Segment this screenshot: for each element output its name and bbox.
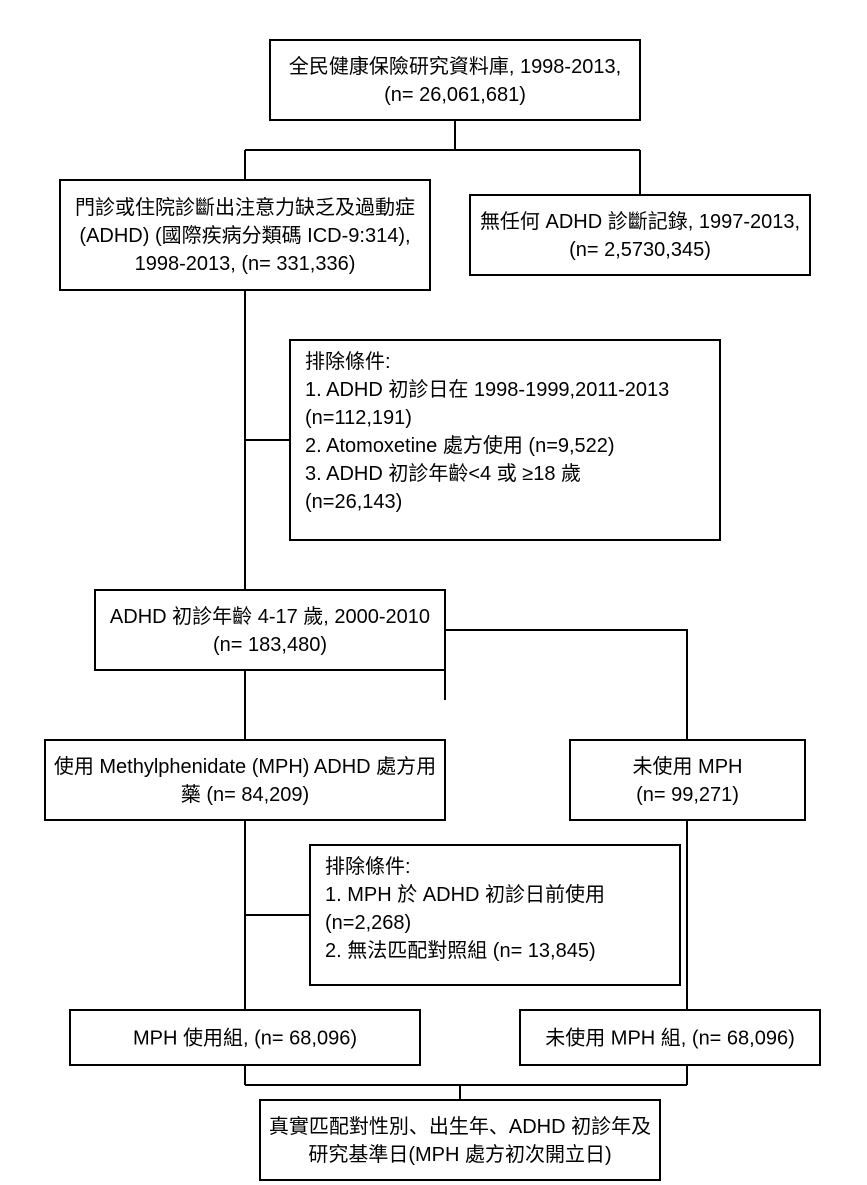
node-text: 真實匹配對性別、出生年、ADHD 初診年及: [269, 1115, 651, 1138]
node-text: MPH 使用組, (n= 68,096): [133, 1027, 357, 1050]
node-excl2: 排除條件: 1. MPH 於 ADHD 初診日前使用 (n=2,268) 2. 無法…: [310, 845, 680, 985]
node-adhd_dx: 門診或住院診斷出注意力缺乏及過動症 (ADHD) (國際疾病分類碼 ICD-9:3…: [60, 180, 430, 290]
node-text: (n= 99,271): [636, 784, 739, 806]
node-text: 未使用 MPH 組, (n= 68,096): [545, 1027, 795, 1050]
node-text: 無任何 ADHD 診斷記錄, 1997-2013,: [480, 210, 800, 233]
node-text: 排除條件:: [305, 350, 391, 373]
node-text: (ADHD) (國際疾病分類碼 ICD-9:314),: [79, 224, 410, 247]
node-text: (n= 26,061,681): [384, 84, 526, 106]
node-text: 未使用 MPH: [633, 755, 743, 778]
node-no_mph_group: 未使用 MPH 組, (n= 68,096): [520, 1010, 820, 1065]
node-excl1: 排除條件: 1. ADHD 初診日在 1998-1999,2011-2013 (n…: [290, 340, 720, 540]
node-text: 3. ADHD 初診年齡<4 或 ≥18 歲: [305, 462, 581, 485]
node-text: 藥 (n= 84,209): [181, 783, 309, 806]
nodes: 全民健康保險研究資料庫, 1998-2013, (n= 26,061,681) 門診…: [45, 40, 820, 1180]
node-text: 研究基準日(MPH 處方初次開立日): [308, 1143, 611, 1166]
node-match: 真實匹配對性別、出生年、ADHD 初診年及研究基準日(MPH 處方初次開立日): [260, 1100, 660, 1180]
node-text: (n= 2,5730,345): [569, 239, 711, 261]
node-cohort: ADHD 初診年齡 4-17 歲, 2000-2010 (n= 183,480): [95, 590, 445, 670]
node-text: 2. Atomoxetine 處方使用 (n=9,522): [305, 434, 615, 457]
node-text: 1. ADHD 初診日在 1998-1999,2011-2013: [305, 378, 669, 401]
node-mph_use: 使用 Methylphenidate (MPH) ADHD 處方用藥 (n= 8…: [45, 740, 445, 820]
node-no_adhd: 無任何 ADHD 診斷記錄, 1997-2013, (n= 2,5730,345): [470, 195, 810, 275]
node-text: (n=2,268): [325, 912, 411, 934]
node-text: 全民健康保險研究資料庫, 1998-2013,: [289, 55, 621, 78]
node-text: (n= 183,480): [213, 634, 327, 656]
node-root: 全民健康保險研究資料庫, 1998-2013, (n= 26,061,681): [270, 40, 640, 120]
flowchart-svg: 全民健康保險研究資料庫, 1998-2013, (n= 26,061,681) 門診…: [0, 0, 867, 1185]
node-text: 2. 無法匹配對照組 (n= 13,845): [325, 939, 596, 962]
node-text: 1. MPH 於 ADHD 初診日前使用: [325, 883, 605, 906]
node-text: 1998-2013, (n= 331,336): [135, 253, 356, 275]
node-text: 使用 Methylphenidate (MPH) ADHD 處方用: [54, 755, 436, 778]
node-text: (n=26,143): [305, 491, 402, 513]
node-no_mph: 未使用 MPH (n= 99,271): [570, 740, 805, 820]
node-text: 排除條件:: [325, 855, 411, 878]
node-text: 門診或住院診斷出注意力缺乏及過動症: [75, 196, 415, 219]
connector: [245, 1065, 687, 1100]
node-text: ADHD 初診年齡 4-17 歲, 2000-2010: [110, 605, 430, 628]
node-mph_group: MPH 使用組, (n= 68,096): [70, 1010, 420, 1065]
node-text: (n=112,191): [305, 407, 412, 429]
